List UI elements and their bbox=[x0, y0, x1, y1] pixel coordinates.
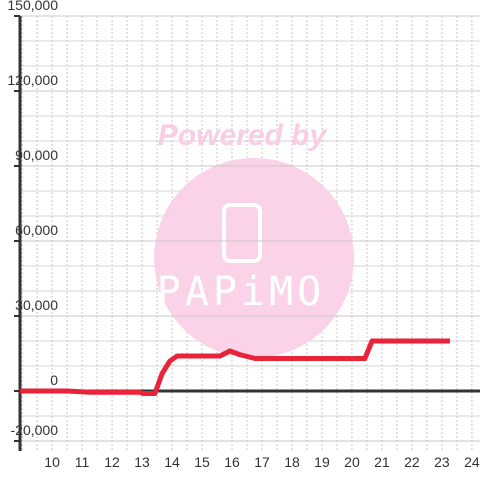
y-tick-label: -20,000 bbox=[11, 422, 59, 438]
x-tick-label: 12 bbox=[104, 454, 120, 470]
x-tick-label: 23 bbox=[434, 454, 450, 470]
x-tick-label: 18 bbox=[284, 454, 300, 470]
y-tick-label: 90,000 bbox=[15, 147, 58, 163]
y-tick-label: 150,000 bbox=[7, 0, 58, 13]
y-tick-label: 30,000 bbox=[15, 297, 58, 313]
x-tick-label: 10 bbox=[44, 454, 60, 470]
x-tick-label: 14 bbox=[164, 454, 180, 470]
y-tick-label: 60,000 bbox=[15, 222, 58, 238]
x-tick-label: 24 bbox=[464, 454, 480, 470]
y-tick-label: 120,000 bbox=[7, 72, 58, 88]
y-tick-label: 0 bbox=[50, 372, 58, 388]
x-tick-label: 19 bbox=[314, 454, 330, 470]
x-tick-label: 20 bbox=[344, 454, 360, 470]
watermark-logo: PAPiMO bbox=[157, 269, 326, 315]
x-tick-label: 16 bbox=[224, 454, 240, 470]
watermark-text: Powered by bbox=[158, 119, 328, 152]
x-tick-label: 11 bbox=[75, 454, 90, 470]
watermark-phone bbox=[222, 203, 262, 263]
x-tick-label: 21 bbox=[374, 454, 390, 470]
x-tick-label: 15 bbox=[194, 454, 210, 470]
data-line bbox=[20, 338, 451, 396]
watermark-circle bbox=[154, 158, 354, 358]
x-tick-label: 13 bbox=[134, 454, 150, 470]
watermark: Powered by PAPiMO bbox=[154, 119, 354, 358]
x-tick-label: 22 bbox=[404, 454, 420, 470]
plot: -20,000 0 30,000 60,000 90,000 120,000 150,000… bbox=[7, 0, 480, 470]
x-tick-label: 17 bbox=[254, 454, 270, 470]
